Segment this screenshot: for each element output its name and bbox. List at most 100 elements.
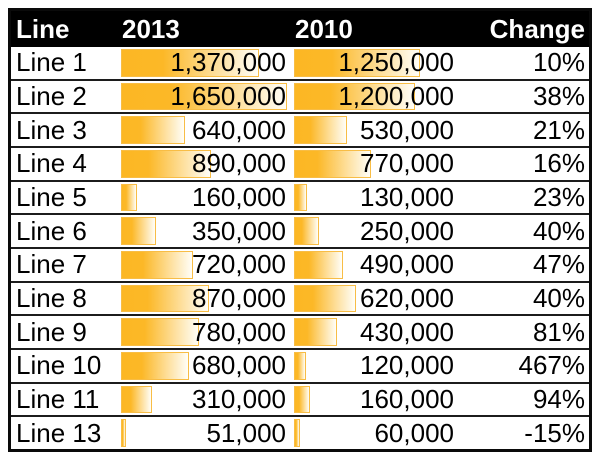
cell-2013: 780,000 bbox=[121, 316, 291, 348]
cell-line-label: Line 8 bbox=[16, 283, 87, 314]
data-bar-2013 bbox=[121, 318, 200, 347]
data-bar-2013 bbox=[121, 49, 259, 77]
cell-2013: 890,000 bbox=[121, 148, 291, 180]
data-bar-2010 bbox=[294, 150, 372, 178]
cell-line-label: Line 4 bbox=[16, 148, 87, 179]
table-row: Line 11 310,000 160,000 94% bbox=[11, 381, 589, 416]
cell-2010: 530,000 bbox=[294, 114, 462, 146]
header-cell-2013: 2013 bbox=[122, 13, 180, 44]
data-bar-2010 bbox=[294, 419, 301, 448]
value-2010: 1,250,000 bbox=[338, 47, 454, 78]
cell-2010: 160,000 bbox=[294, 384, 462, 416]
data-bar-2013 bbox=[121, 116, 186, 145]
cell-2010: 120,000 bbox=[294, 350, 462, 382]
cell-line-label: Line 6 bbox=[16, 215, 87, 246]
data-bar-2013 bbox=[121, 419, 127, 448]
value-2013: 870,000 bbox=[192, 283, 286, 314]
value-2013: 1,370,000 bbox=[170, 47, 286, 78]
cell-2013: 680,000 bbox=[121, 350, 291, 382]
cell-change: 16% bbox=[532, 148, 585, 179]
header-cell-change: Change bbox=[489, 13, 585, 44]
value-2010: 490,000 bbox=[360, 249, 454, 280]
cell-2013: 870,000 bbox=[121, 283, 291, 315]
cell-change: 47% bbox=[532, 249, 585, 280]
data-bar-2013 bbox=[121, 183, 138, 212]
cell-line-label: Line 11 bbox=[16, 384, 100, 415]
value-2013: 890,000 bbox=[192, 148, 286, 179]
data-bar-2010 bbox=[294, 318, 338, 347]
value-2010: 160,000 bbox=[360, 384, 454, 415]
value-2013: 640,000 bbox=[192, 114, 286, 145]
cell-2010: 250,000 bbox=[294, 215, 462, 247]
data-bar-2013 bbox=[121, 150, 211, 178]
value-2010: 130,000 bbox=[360, 182, 454, 213]
cell-line-label: Line 3 bbox=[16, 114, 87, 145]
data-table: Line 2013 2010 Change Line 1 1,370,000 1… bbox=[8, 8, 592, 452]
data-bar-2013 bbox=[121, 385, 153, 414]
value-2013: 310,000 bbox=[192, 384, 286, 415]
cell-2010: 620,000 bbox=[294, 283, 462, 315]
cell-change: 40% bbox=[532, 215, 585, 246]
table-row: Line 10 680,000 120,000 467% bbox=[11, 348, 589, 382]
table-row: Line 6 350,000 250,000 40% bbox=[11, 213, 589, 248]
value-2013: 160,000 bbox=[192, 182, 286, 213]
table-row: Line 1 1,370,000 1,250,000 10% bbox=[11, 47, 589, 79]
data-bar-2013 bbox=[121, 352, 190, 380]
cell-line-label: Line 1 bbox=[16, 47, 87, 78]
table-row: Line 2 1,650,000 1,200,000 38% bbox=[11, 78, 589, 113]
cell-change: 94% bbox=[532, 384, 585, 415]
value-2010: 430,000 bbox=[360, 316, 454, 347]
table-body: Line 1 1,370,000 1,250,000 10% Line 2 1,… bbox=[11, 47, 589, 450]
value-2013: 350,000 bbox=[192, 215, 286, 246]
value-2010: 120,000 bbox=[360, 350, 454, 381]
cell-2010: 1,250,000 bbox=[294, 47, 462, 79]
value-2013: 720,000 bbox=[192, 249, 286, 280]
data-bar-2010 bbox=[294, 251, 344, 279]
data-bar-2010 bbox=[294, 352, 307, 380]
cell-2010: 130,000 bbox=[294, 182, 462, 214]
value-2010: 60,000 bbox=[374, 417, 454, 448]
table-row: Line 3 640,000 530,000 21% bbox=[11, 112, 589, 147]
value-2010: 620,000 bbox=[360, 283, 454, 314]
value-2010: 250,000 bbox=[360, 215, 454, 246]
cell-2013: 350,000 bbox=[121, 215, 291, 247]
cell-2013: 640,000 bbox=[121, 114, 291, 146]
cell-2010: 60,000 bbox=[294, 417, 462, 449]
data-bar-2013 bbox=[121, 82, 287, 111]
table-row: Line 5 160,000 130,000 23% bbox=[11, 179, 589, 214]
cell-2013: 720,000 bbox=[121, 249, 291, 281]
table-row: Line 7 720,000 490,000 47% bbox=[11, 247, 589, 281]
data-bar-2013 bbox=[121, 284, 209, 313]
cell-line-label: Line 2 bbox=[16, 81, 87, 111]
cell-2013: 160,000 bbox=[121, 182, 291, 214]
data-bar-2013 bbox=[121, 251, 194, 279]
cell-line-label: Line 7 bbox=[16, 249, 87, 280]
data-bar-2010 bbox=[294, 49, 420, 77]
cell-2010: 430,000 bbox=[294, 316, 462, 348]
cell-line-label: Line 13 bbox=[16, 417, 102, 448]
cell-2010: 770,000 bbox=[294, 148, 462, 180]
cell-2010: 490,000 bbox=[294, 249, 462, 281]
data-bar-2010 bbox=[294, 116, 348, 145]
cell-change: 21% bbox=[532, 114, 585, 145]
cell-line-label: Line 9 bbox=[16, 316, 87, 347]
header-cell-line: Line bbox=[16, 13, 70, 44]
value-2010: 530,000 bbox=[360, 114, 454, 145]
table-header: Line 2013 2010 Change bbox=[11, 11, 589, 47]
header-cell-2010: 2010 bbox=[295, 13, 353, 44]
data-bar-2010 bbox=[294, 82, 415, 111]
cell-change: -15% bbox=[524, 417, 585, 448]
cell-change: 38% bbox=[532, 81, 585, 111]
cell-2013: 1,370,000 bbox=[121, 47, 291, 79]
cell-2010: 1,200,000 bbox=[294, 81, 462, 113]
value-2010: 1,200,000 bbox=[338, 81, 454, 111]
data-bar-2010 bbox=[294, 284, 357, 313]
table-row: Line 8 870,000 620,000 40% bbox=[11, 280, 589, 315]
cell-change: 23% bbox=[532, 182, 585, 213]
cell-change: 10% bbox=[532, 47, 585, 78]
table-row: Line 13 51,000 60,000 -15% bbox=[11, 415, 589, 450]
cell-line-label: Line 5 bbox=[16, 182, 87, 213]
data-bar-2010 bbox=[294, 183, 308, 212]
data-bar-2013 bbox=[121, 217, 157, 246]
value-2013: 780,000 bbox=[192, 316, 286, 347]
